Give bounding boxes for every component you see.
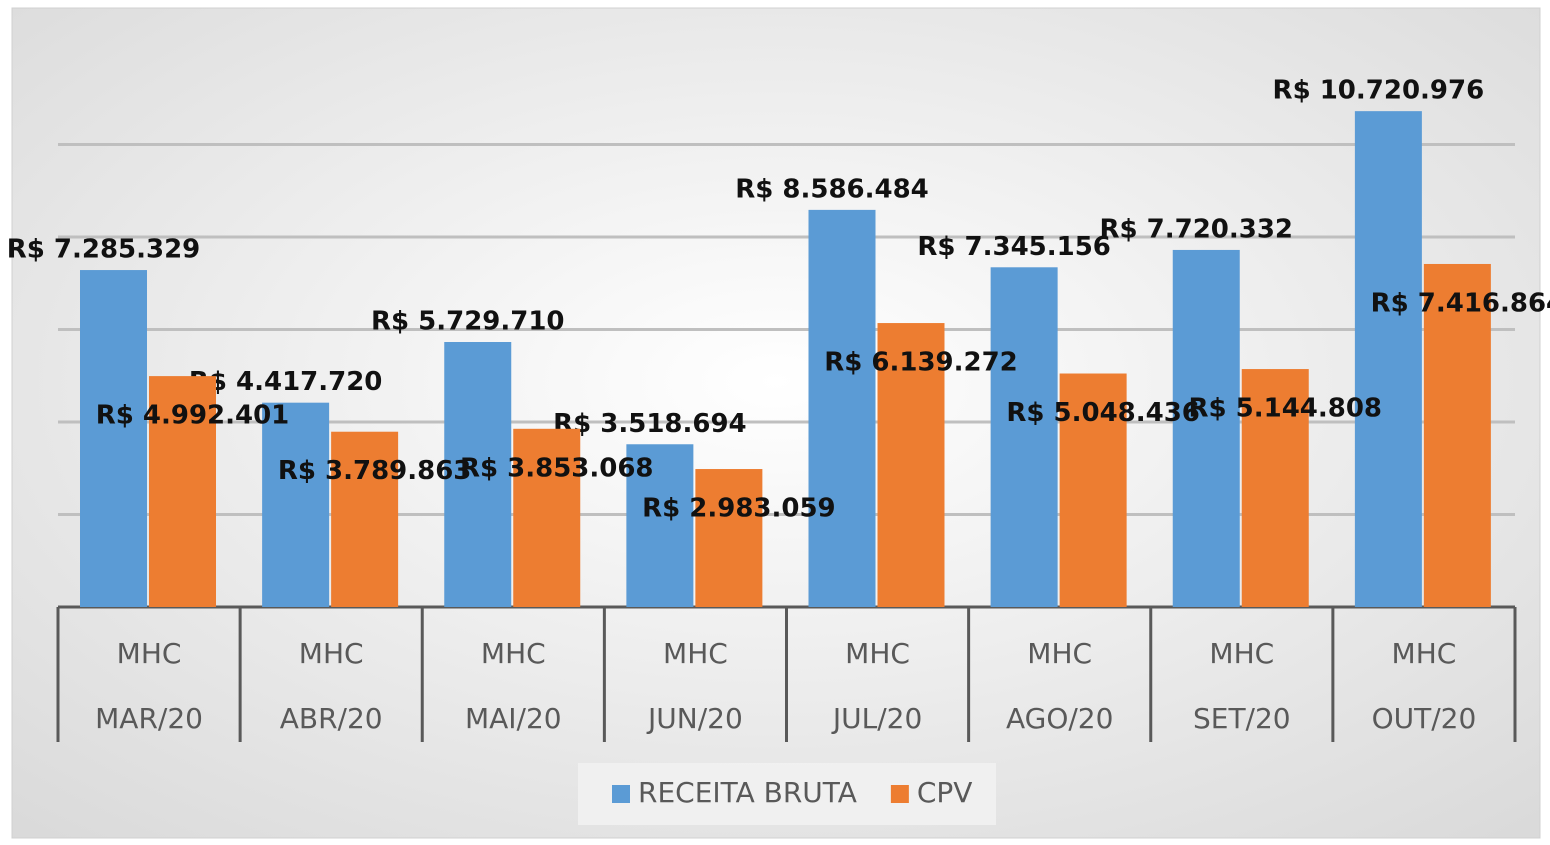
- x-tick-label: MHC: [663, 637, 728, 670]
- data-label: R$ 7.345.156: [917, 232, 1111, 262]
- bar: [1423, 263, 1491, 607]
- bar: [990, 267, 1058, 607]
- x-tick-label: AGO/20: [1006, 702, 1113, 735]
- bar: [1241, 369, 1309, 607]
- x-tick-label: OUT/20: [1372, 702, 1477, 735]
- bar: [513, 428, 581, 607]
- bar: [80, 270, 147, 607]
- x-tick-label: MAR/20: [95, 702, 203, 735]
- bar: [695, 469, 763, 607]
- data-label: R$ 2.983.059: [642, 494, 836, 524]
- data-label: R$ 10.720.976: [1273, 76, 1485, 106]
- data-label: R$ 8.586.484: [735, 174, 929, 204]
- x-tick-label: SET/20: [1193, 702, 1291, 735]
- x-tick-label: MHC: [1027, 637, 1092, 670]
- bar: [149, 376, 216, 607]
- data-label: R$ 4.992.401: [96, 401, 290, 431]
- x-tick-label: MHC: [1209, 637, 1274, 670]
- x-tick-label: ABR/20: [280, 702, 383, 735]
- bar: [262, 402, 330, 607]
- data-label: R$ 7.416.864: [1371, 288, 1550, 318]
- bar: [877, 323, 945, 607]
- bar: [444, 342, 512, 607]
- bar: [1354, 111, 1422, 608]
- x-tick-label: MHC: [481, 637, 546, 670]
- data-label: R$ 4.417.720: [189, 367, 383, 397]
- bar: [626, 444, 694, 607]
- bar: [808, 209, 876, 607]
- bar: [1059, 373, 1127, 607]
- data-label: R$ 7.285.329: [7, 235, 201, 265]
- data-label: R$ 5.729.710: [371, 307, 565, 337]
- data-label: R$ 3.518.694: [553, 409, 747, 439]
- bar: [331, 431, 399, 607]
- legend-label: CPV: [917, 776, 973, 809]
- data-label: R$ 6.139.272: [824, 348, 1018, 378]
- data-label: R$ 3.853.068: [460, 453, 654, 483]
- data-label: R$ 3.789.863: [278, 456, 472, 486]
- x-tick-label: MHC: [299, 637, 364, 670]
- x-tick-label: MHC: [1392, 637, 1457, 670]
- x-tick-label: MHC: [117, 637, 182, 670]
- legend-swatch: [612, 785, 630, 803]
- bar: [1172, 249, 1240, 608]
- x-tick-label: JUN/20: [646, 702, 743, 735]
- data-label: R$ 7.720.332: [1099, 214, 1293, 244]
- legend-label: RECEITA BRUTA: [638, 776, 857, 809]
- legend-box: [578, 763, 996, 825]
- x-tick-label: JUL/20: [831, 702, 922, 735]
- legend-swatch: [890, 785, 909, 803]
- x-tick-label: MHC: [845, 637, 910, 670]
- data-label: R$ 5.048.436: [1006, 398, 1200, 428]
- x-tick-label: MAI/20: [465, 702, 562, 735]
- data-label: R$ 5.144.808: [1188, 394, 1382, 424]
